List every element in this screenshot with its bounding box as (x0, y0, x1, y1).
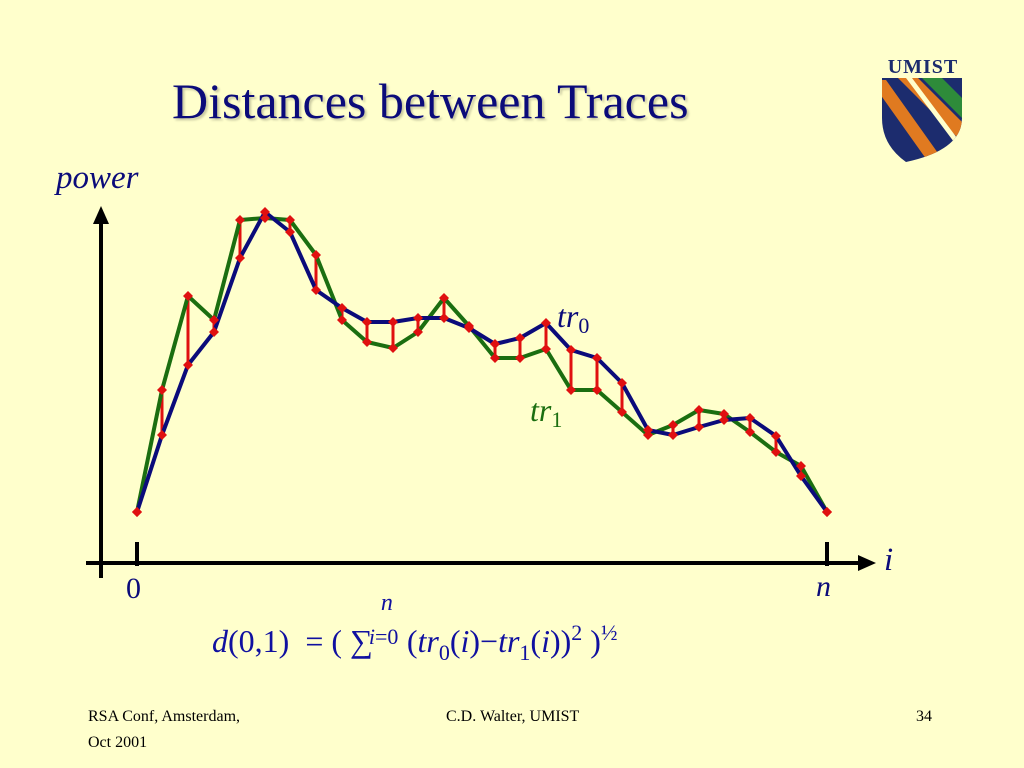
tr1-sample-marker (285, 215, 295, 225)
tr1-sample-marker (490, 353, 500, 363)
tr0-sample-marker (235, 253, 245, 263)
trace-tr0-line (135, 210, 829, 514)
tr0-sample-marker (337, 303, 347, 313)
tr0-sample-marker (796, 471, 806, 481)
y-axis-label: power (56, 160, 139, 196)
tr1-sample-marker (311, 250, 321, 260)
tr0-sample-marker (668, 430, 678, 440)
tr1-sample-marker (132, 507, 142, 517)
tr1-sample-marker (745, 427, 755, 437)
tr1-sample-marker (337, 315, 347, 325)
tr1-sample-marker (643, 430, 653, 440)
tr1-sample-marker (771, 447, 781, 457)
tr1-sample-marker (260, 213, 270, 223)
tr1-sample-marker (388, 343, 398, 353)
footer-author: C.D. Walter, UMIST (446, 708, 580, 725)
tr0-sample-marker (260, 207, 270, 217)
tr1-sample-marker (157, 385, 167, 395)
tr0-sample-marker (490, 339, 500, 349)
x-axis-label: i (884, 542, 894, 578)
tr0-sample-marker (745, 413, 755, 423)
tr0-sample-marker (362, 317, 372, 327)
tr1-sample-marker (719, 409, 729, 419)
tr1-sample-marker (413, 327, 423, 337)
distance-formula: d(0,1) = ( ∑ n i=0 (tr0(i)−tr1(i))2 )½ (212, 590, 618, 665)
tr1-sample-marker (183, 291, 193, 301)
tr0-sample-marker (617, 378, 627, 388)
trace-tr1-label: tr1 (530, 392, 563, 432)
tr1-sample-marker (592, 385, 602, 395)
umist-logo (882, 78, 962, 162)
tr0-sample-marker (439, 313, 449, 323)
tr1-sample-marker (694, 405, 704, 415)
tr1-sample-marker (796, 461, 806, 471)
tr0-sample-marker (183, 360, 193, 370)
x-start-label: 0 (126, 572, 141, 605)
tr1-sample-marker (362, 337, 372, 347)
tr0-sample-marker (566, 345, 576, 355)
tr0-sample-marker (719, 415, 729, 425)
tr0-sample-marker (592, 353, 602, 363)
trace-tr1-line (135, 216, 829, 513)
logo-text: UMIST (887, 56, 959, 78)
tr0-sample-marker (157, 430, 167, 440)
tr0-sample-marker (413, 313, 423, 323)
tr1-sample-marker (617, 407, 627, 417)
slide-title: Distances between Traces (172, 73, 689, 129)
tr1-sample-marker (566, 385, 576, 395)
footer-conference: RSA Conf, Amsterdam, Oct 2001 (88, 708, 241, 751)
tr1-sample-marker (464, 321, 474, 331)
trace-tr0-label: tr0 (557, 298, 590, 338)
tr0-sample-marker (771, 431, 781, 441)
tr1-sample-marker (209, 315, 219, 325)
tr1-sample-marker (515, 353, 525, 363)
tr0-sample-marker (209, 327, 219, 337)
tr1-sample-marker (668, 420, 678, 430)
tr0-sample-marker (694, 422, 704, 432)
sample-markers (132, 207, 832, 517)
tr0-sample-marker (285, 227, 295, 237)
tr0-sample-marker (388, 317, 398, 327)
tr0-sample-marker (515, 333, 525, 343)
tr1-sample-marker (541, 344, 551, 354)
tr1-sample-marker (439, 293, 449, 303)
tr0-sample-marker (311, 285, 321, 295)
x-axis (86, 555, 876, 571)
x-end-label: n (816, 570, 831, 603)
tr0-sample-marker (541, 318, 551, 328)
y-axis (93, 206, 109, 578)
tr1-sample-marker (822, 507, 832, 517)
footer-page-number: 34 (916, 708, 932, 725)
tr1-sample-marker (235, 215, 245, 225)
